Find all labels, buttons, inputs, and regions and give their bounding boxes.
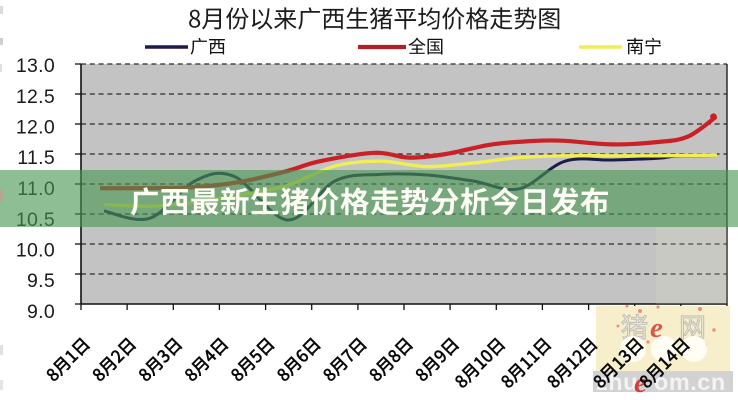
svg-text:9.5: 9.5	[27, 270, 55, 292]
svg-text:om.cn: om.cn	[654, 369, 726, 395]
svg-text:10.0: 10.0	[16, 240, 55, 262]
svg-text:11.5: 11.5	[17, 147, 55, 169]
svg-text:9.0: 9.0	[27, 301, 55, 323]
svg-text:e: e	[634, 367, 647, 399]
svg-text:12.0: 12.0	[16, 117, 55, 139]
svg-text:e: e	[650, 312, 663, 344]
svg-text:12.5: 12.5	[16, 86, 55, 108]
svg-text:13.0: 13.0	[16, 55, 55, 77]
